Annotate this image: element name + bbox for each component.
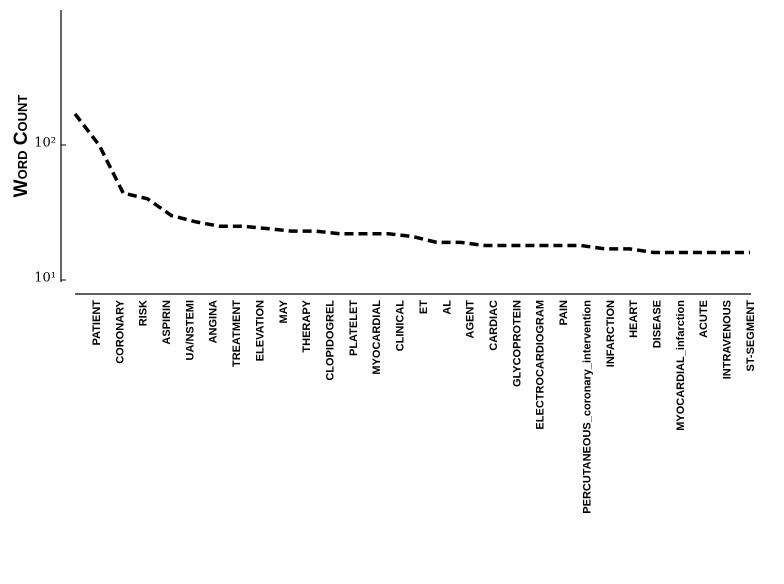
x-tick-label: HEART (628, 300, 640, 338)
y-tick-label: 10¹ (34, 271, 56, 286)
x-tick-label: MAY (278, 299, 290, 323)
x-tick-label: MYOCARDIAL (371, 300, 383, 375)
x-tick-label: INTRAVENOUS (722, 300, 734, 379)
x-tick-label: PATIENT (91, 300, 103, 346)
x-tick-label: ELEVATION (254, 300, 266, 361)
x-tick-label: UA/NSTEMI (184, 300, 196, 361)
x-tick-label: PLATELET (348, 300, 360, 356)
x-tick-label: MYOCARDIAL_infarction (675, 300, 687, 431)
data-line (73, 112, 750, 255)
x-tick-label: THERAPY (301, 299, 313, 352)
x-tick-label: INFARCTION (605, 300, 617, 367)
y-axis-label: Word Count (11, 95, 32, 198)
x-tick-label: CARDIAC (488, 300, 500, 351)
x-tick-label: PERCUTANEOUS_coronary_intervention (581, 300, 593, 514)
x-tick-label: ET (418, 300, 430, 314)
x-tick-label: ANGINA (208, 300, 220, 343)
x-tick-label: CORONARY (114, 299, 126, 363)
x-tick-label: ACUTE (698, 300, 710, 338)
x-tick-label: ASPIRIN (161, 300, 173, 345)
x-tick-label: DISEASE (651, 300, 663, 348)
x-tick-label: CLOPIDOGREL (324, 300, 336, 381)
x-tick-label: GLYCOPROTEIN (511, 300, 523, 387)
y-tick-label: 10² (34, 136, 56, 151)
x-tick-label: AGENT (465, 300, 477, 339)
x-tick-label: ELECTROCARDIOGRAM (535, 300, 547, 430)
x-tick-label: TREATMENT (231, 300, 243, 367)
x-tick-label: AL (441, 300, 453, 315)
x-tick-label: RISK (138, 300, 150, 326)
x-tick-label: PAIN (558, 300, 570, 326)
x-tick-label: ST-SEGMENT (745, 300, 757, 372)
x-tick-label: CLINICAL (395, 300, 407, 352)
